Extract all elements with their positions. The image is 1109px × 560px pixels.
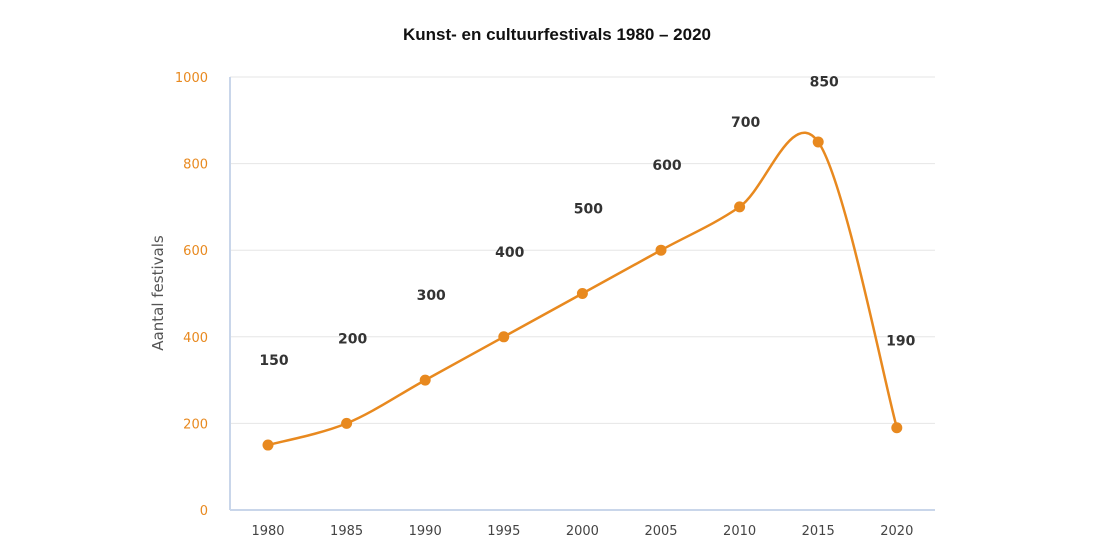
grid-lines <box>230 76 935 424</box>
x-tick-label: 2000 <box>566 524 599 539</box>
data-point <box>419 374 431 386</box>
data-point <box>734 201 746 213</box>
x-tick-label: 2010 <box>723 524 756 539</box>
y-tick-label: 600 <box>183 244 208 259</box>
data-label: 200 <box>338 331 367 347</box>
y-axis-label: Aantal festivals <box>149 235 167 351</box>
data-point <box>576 288 588 299</box>
y-tick-label: 0 <box>200 504 208 519</box>
data-point <box>262 439 274 451</box>
y-tick-label: 200 <box>183 417 208 432</box>
x-tick-label: 2015 <box>802 524 835 539</box>
data-point <box>341 417 353 429</box>
data-point <box>812 136 824 148</box>
chart-title: Kunst- en cultuurfestivals 1980 – 2020 <box>403 25 711 44</box>
data-label: 600 <box>652 158 681 174</box>
x-tick-label: 1995 <box>487 524 520 539</box>
x-tick-label: 1985 <box>330 524 363 539</box>
data-label: 300 <box>417 288 446 304</box>
data-points <box>262 136 903 451</box>
x-tick-labels: 1980 1985 1990 1995 2000 2005 2010 2015 2020 <box>251 524 913 539</box>
x-tick-label: 1980 <box>251 524 284 539</box>
data-point <box>891 422 903 434</box>
data-point <box>498 331 510 343</box>
data-point <box>655 244 667 256</box>
data-label: 850 <box>810 75 839 91</box>
data-label: 700 <box>731 115 760 131</box>
data-label: 190 <box>886 333 915 349</box>
x-tick-label: 2020 <box>880 524 913 539</box>
data-label: 400 <box>495 245 524 261</box>
data-label: 150 <box>259 353 288 369</box>
x-tick-label: 2005 <box>644 524 677 539</box>
series-line <box>267 131 899 447</box>
y-tick-label: 800 <box>183 158 208 173</box>
y-tick-labels: 0 200 400 600 800 1000 <box>175 71 208 519</box>
x-tick-label: 1990 <box>409 524 442 539</box>
y-tick-label: 1000 <box>175 71 208 86</box>
data-labels: 150 200 300 400 500 600 700 850 190 <box>259 75 915 370</box>
y-tick-label: 400 <box>183 331 208 346</box>
data-label: 500 <box>574 202 603 218</box>
